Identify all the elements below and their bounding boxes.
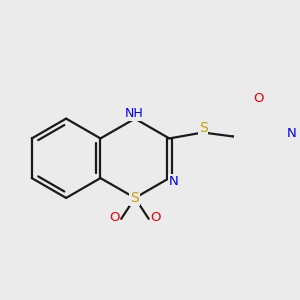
Text: O: O: [151, 211, 161, 224]
Text: NH: NH: [124, 106, 143, 120]
Text: S: S: [199, 121, 207, 135]
Text: O: O: [253, 92, 263, 105]
Text: N: N: [169, 176, 178, 188]
Text: S: S: [130, 191, 139, 205]
Text: O: O: [109, 211, 119, 224]
Text: N: N: [287, 127, 297, 140]
